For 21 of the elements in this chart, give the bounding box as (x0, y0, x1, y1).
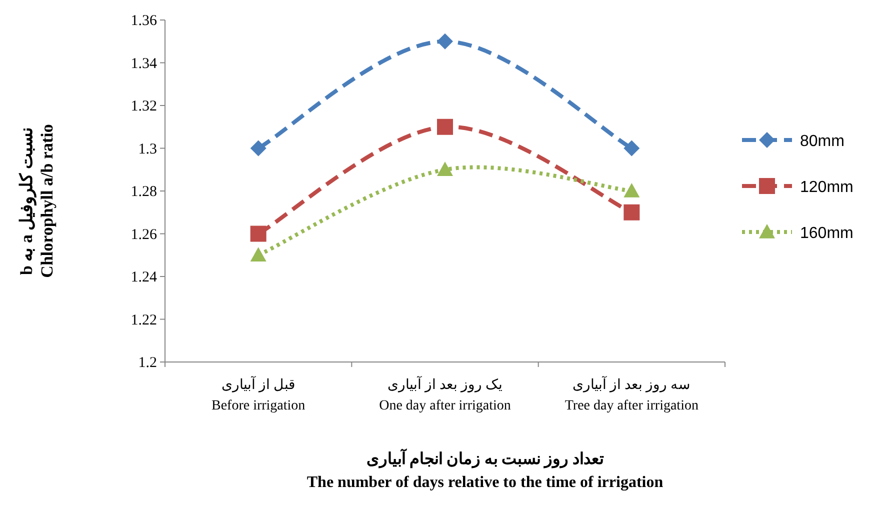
point (624, 183, 640, 198)
point (250, 140, 266, 156)
y-tick-label: 1.2 (138, 355, 157, 371)
y-tick-label: 1.3 (138, 141, 157, 158)
y-tick-label: 1.36 (130, 13, 158, 29)
point (250, 226, 266, 242)
y-tick-label: 1.34 (130, 56, 158, 72)
point (437, 118, 453, 135)
point (250, 247, 266, 262)
y-tick-label: 1.32 (130, 98, 157, 114)
y-tick-label: 1.26 (130, 226, 158, 243)
legend-label: 80mm (800, 133, 844, 150)
point (624, 204, 640, 220)
y-tick-label: 1.24 (130, 270, 158, 286)
legend-label: 160mm (800, 225, 854, 242)
y-tick-label: 1.22 (130, 312, 157, 328)
point (437, 33, 453, 50)
legend-label: 120mm (800, 179, 854, 196)
point (624, 140, 640, 156)
y-tick-label: 1.28 (130, 184, 157, 200)
point (437, 162, 453, 176)
